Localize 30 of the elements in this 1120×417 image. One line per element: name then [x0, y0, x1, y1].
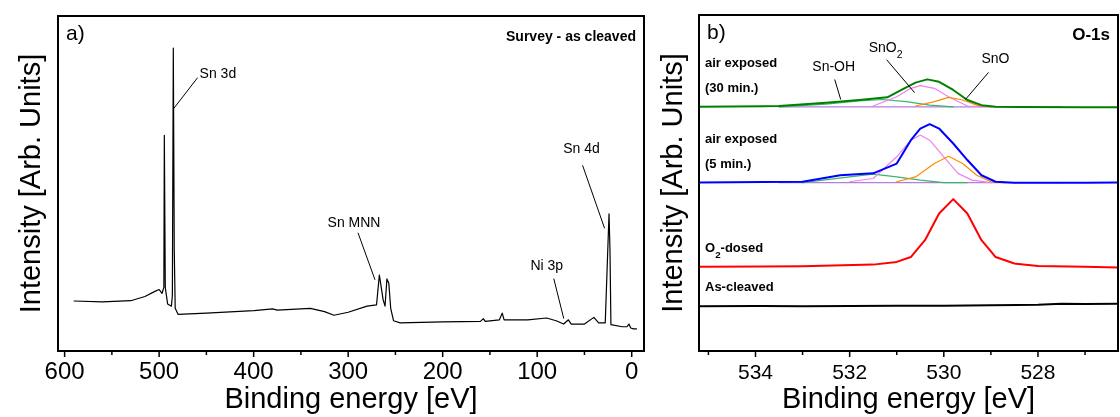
series-label: air exposed (5 min.) [705, 130, 778, 171]
text: O-1s [1072, 25, 1110, 44]
annotation: SnO$_{2}$ [868, 38, 903, 60]
annotation: SnO [981, 50, 1010, 67]
annotation: Sn 3d [199, 64, 237, 81]
x-tick-label: 100 [517, 357, 558, 384]
annotation: Sn MNN [327, 213, 381, 230]
series-label: air exposed (30 min.) [705, 54, 778, 95]
x-tick-label: 528 [1020, 360, 1056, 383]
text: a) [66, 21, 85, 44]
x-tick-label: 532 [832, 360, 868, 383]
x-tick-label: 530 [926, 360, 962, 383]
x-axis-title: Binding energy [eV] [224, 382, 478, 414]
annotation: Sn 4d [563, 140, 600, 157]
x-tick-label: 500 [139, 357, 180, 384]
y-axis-title: Intensity [Arb. Units] [656, 53, 688, 313]
series-label: O$_{2}$-dosed [705, 239, 764, 260]
x-tick-label: 534 [737, 360, 774, 383]
x-tick-label: 600 [44, 357, 85, 384]
text: Survey - as cleaved [506, 28, 636, 44]
x-tick-label: 300 [328, 357, 369, 384]
x-tick-label: 200 [422, 357, 463, 384]
y-axis-title: Intensity [Arb. Units] [14, 53, 46, 314]
text: b) [707, 20, 726, 43]
x-tick-label: 0 [625, 357, 639, 384]
x-tick-label: 400 [233, 357, 274, 384]
series-label: As-cleaved [705, 279, 774, 295]
annotation: Ni 3p [530, 256, 564, 273]
x-axis-title: Binding energy [eV] [781, 382, 1036, 414]
annotation: Sn-OH [812, 58, 856, 75]
